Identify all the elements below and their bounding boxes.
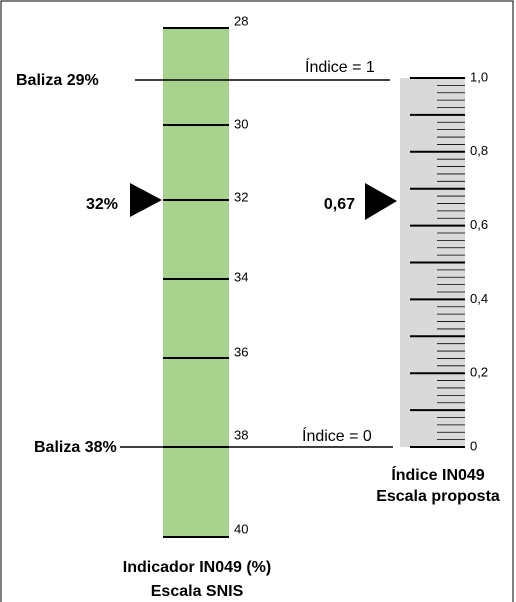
snis-tick-label: 40 xyxy=(234,521,248,536)
snis-tick-label: 28 xyxy=(234,13,248,28)
snis-tick-label: 36 xyxy=(234,344,248,359)
snis-subtitle: Escala SNIS xyxy=(151,583,244,600)
proposed-marker-label: 0,67 xyxy=(324,196,355,213)
snis-arrow xyxy=(130,183,162,217)
snis-tick-label: 38 xyxy=(234,427,248,442)
index-bottom-label: Índice = 0 xyxy=(302,426,372,445)
snis-tick-label: 34 xyxy=(234,269,248,284)
proposed-title: Índice IN049 xyxy=(391,465,484,484)
proposed-tick-label: 0 xyxy=(470,438,477,453)
baliza-top-label: Baliza 29% xyxy=(16,72,99,89)
proposed-tick-label: 0,6 xyxy=(470,217,488,232)
snis-title: Indicador IN049 (%) xyxy=(123,559,271,576)
proposed-arrow xyxy=(365,183,397,220)
index-top-label: Índice = 1 xyxy=(305,57,375,76)
snis-tick-label: 32 xyxy=(234,189,248,204)
snis-marker-label: 32% xyxy=(86,196,118,213)
proposed-tick-label: 0,8 xyxy=(470,143,488,158)
snis-tick-label: 30 xyxy=(234,116,248,131)
snis-bar xyxy=(163,28,229,537)
proposed-tick-label: 1,0 xyxy=(470,69,488,84)
proposed-subtitle: Escala proposta xyxy=(376,488,500,505)
proposed-tick-label: 0,2 xyxy=(470,365,488,380)
proposed-tick-label: 0,4 xyxy=(470,291,488,306)
baliza-bottom-label: Baliza 38% xyxy=(34,439,117,456)
